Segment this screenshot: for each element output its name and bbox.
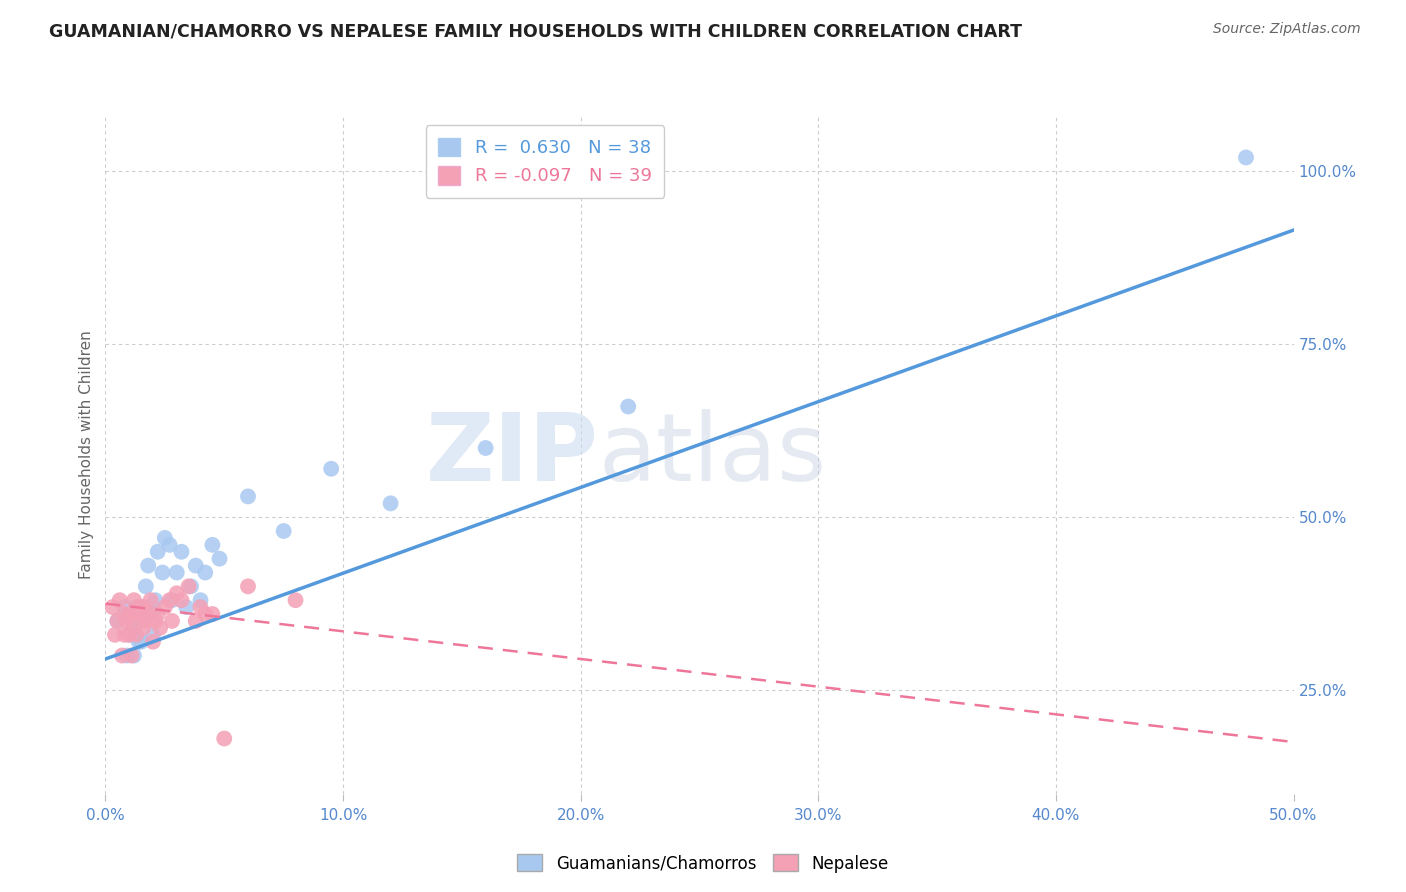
- Point: [132, 600, 155, 615]
- Point: [125, 607, 148, 621]
- Point: [174, 600, 197, 615]
- Point: [111, 648, 134, 663]
- Point: [135, 579, 157, 593]
- Point: [122, 621, 145, 635]
- Point: [142, 634, 165, 648]
- Point: [142, 628, 165, 642]
- Legend: R =  0.630   N = 38, R = -0.097   N = 39: R = 0.630 N = 38, R = -0.097 N = 39: [426, 125, 664, 198]
- Text: GUAMANIAN/CHAMORRO VS NEPALESE FAMILY HOUSEHOLDS WITH CHILDREN CORRELATION CHART: GUAMANIAN/CHAMORRO VS NEPALESE FAMILY HO…: [49, 22, 1022, 40]
- Point: [159, 538, 181, 552]
- Point: [136, 558, 159, 573]
- Point: [190, 593, 212, 607]
- Point: [118, 628, 141, 642]
- Point: [121, 614, 143, 628]
- Point: [121, 648, 143, 663]
- Point: [122, 648, 145, 663]
- Point: [105, 614, 128, 628]
- Point: [149, 621, 172, 635]
- Point: [153, 600, 176, 615]
- Point: [118, 607, 141, 621]
- Point: [136, 607, 159, 621]
- Point: [194, 566, 217, 580]
- Text: ZIP: ZIP: [426, 409, 599, 501]
- Point: [153, 531, 176, 545]
- Point: [177, 579, 200, 593]
- Point: [170, 593, 193, 607]
- Point: [159, 593, 181, 607]
- Y-axis label: Family Households with Children: Family Households with Children: [79, 331, 94, 579]
- Point: [118, 628, 141, 642]
- Text: Source: ZipAtlas.com: Source: ZipAtlas.com: [1213, 22, 1361, 37]
- Point: [125, 628, 148, 642]
- Point: [115, 614, 138, 628]
- Point: [180, 579, 202, 593]
- Point: [152, 566, 174, 580]
- Point: [1234, 151, 1257, 165]
- Point: [214, 731, 236, 746]
- Point: [184, 558, 207, 573]
- Point: [143, 593, 166, 607]
- Point: [132, 600, 155, 615]
- Point: [190, 600, 212, 615]
- Point: [146, 607, 169, 621]
- Point: [321, 462, 343, 476]
- Point: [142, 607, 165, 621]
- Point: [105, 614, 128, 628]
- Point: [128, 634, 150, 648]
- Point: [273, 524, 295, 538]
- Point: [122, 593, 145, 607]
- Point: [135, 614, 157, 628]
- Point: [201, 607, 224, 621]
- Point: [128, 600, 150, 615]
- Point: [184, 614, 207, 628]
- Point: [194, 607, 217, 621]
- Point: [380, 496, 402, 510]
- Point: [143, 614, 166, 628]
- Point: [170, 545, 193, 559]
- Point: [236, 579, 259, 593]
- Point: [617, 400, 640, 414]
- Point: [114, 628, 136, 642]
- Point: [160, 614, 183, 628]
- Point: [160, 593, 183, 607]
- Point: [166, 586, 188, 600]
- Point: [104, 628, 127, 642]
- Point: [132, 621, 155, 635]
- Point: [108, 593, 131, 607]
- Point: [114, 607, 136, 621]
- Point: [125, 600, 148, 615]
- Point: [129, 634, 152, 648]
- Legend: Guamanians/Chamorros, Nepalese: Guamanians/Chamorros, Nepalese: [510, 847, 896, 880]
- Point: [146, 545, 169, 559]
- Point: [101, 600, 124, 615]
- Point: [208, 551, 231, 566]
- Point: [114, 600, 136, 615]
- Point: [115, 648, 138, 663]
- Point: [201, 538, 224, 552]
- Text: atlas: atlas: [599, 409, 827, 501]
- Point: [474, 441, 496, 455]
- Point: [139, 593, 162, 607]
- Point: [284, 593, 307, 607]
- Point: [129, 607, 152, 621]
- Point: [118, 607, 141, 621]
- Point: [129, 614, 152, 628]
- Point: [166, 566, 188, 580]
- Point: [236, 490, 259, 504]
